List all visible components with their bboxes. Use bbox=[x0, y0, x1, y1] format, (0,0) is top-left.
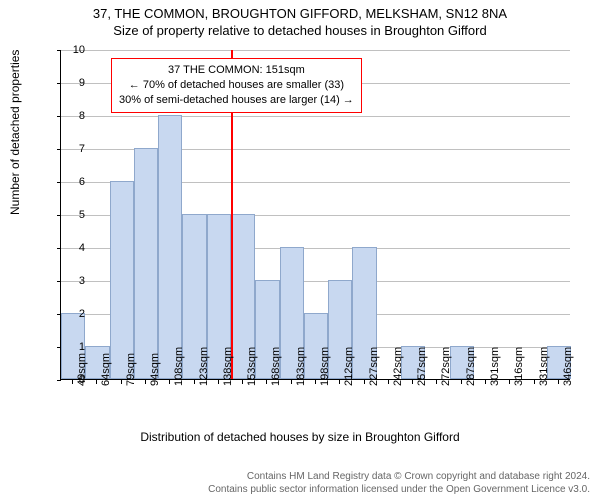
x-tick-label: 183sqm bbox=[295, 347, 307, 386]
x-tick-mark bbox=[72, 380, 73, 384]
x-tick-label: 138sqm bbox=[222, 347, 234, 386]
x-tick-label: 212sqm bbox=[343, 347, 355, 386]
x-tick-label: 198sqm bbox=[319, 347, 331, 386]
gridline bbox=[61, 50, 570, 51]
x-tick-label: 287sqm bbox=[465, 347, 477, 386]
x-tick-mark bbox=[436, 380, 437, 384]
y-tick-label: 4 bbox=[63, 242, 85, 254]
x-tick-label: 49sqm bbox=[76, 353, 88, 386]
x-tick-mark bbox=[266, 380, 267, 384]
x-tick-label: 227sqm bbox=[368, 347, 380, 386]
x-tick-mark bbox=[169, 380, 170, 384]
x-tick-mark bbox=[291, 380, 292, 384]
y-tick-label: 10 bbox=[63, 44, 85, 56]
x-tick-mark bbox=[242, 380, 243, 384]
footer-line-2: Contains public sector information licen… bbox=[0, 483, 590, 496]
x-tick-mark bbox=[485, 380, 486, 384]
y-tick-label: 8 bbox=[63, 110, 85, 122]
x-tick-label: 242sqm bbox=[392, 347, 404, 386]
y-tick-mark bbox=[57, 380, 61, 381]
histogram-bar bbox=[158, 115, 182, 379]
x-tick-label: 108sqm bbox=[173, 347, 185, 386]
x-tick-mark bbox=[558, 380, 559, 384]
y-tick-label: 3 bbox=[63, 275, 85, 287]
y-tick-mark bbox=[57, 149, 61, 150]
x-tick-mark bbox=[96, 380, 97, 384]
annotation-line: ← 70% of detached houses are smaller (33… bbox=[119, 78, 354, 93]
x-tick-mark bbox=[145, 380, 146, 384]
x-tick-label: 346sqm bbox=[562, 347, 574, 386]
x-tick-mark bbox=[364, 380, 365, 384]
y-tick-label: 6 bbox=[63, 176, 85, 188]
y-tick-mark bbox=[57, 182, 61, 183]
x-tick-label: 153sqm bbox=[246, 347, 258, 386]
y-tick-mark bbox=[57, 248, 61, 249]
x-tick-mark bbox=[315, 380, 316, 384]
chart-title-sub: Size of property relative to detached ho… bbox=[0, 21, 600, 38]
chart-container: 37, THE COMMON, BROUGHTON GIFFORD, MELKS… bbox=[0, 0, 600, 500]
reference-annotation: 37 THE COMMON: 151sqm← 70% of detached h… bbox=[111, 58, 362, 113]
x-tick-label: 94sqm bbox=[149, 353, 161, 386]
x-tick-mark bbox=[412, 380, 413, 384]
x-tick-mark bbox=[218, 380, 219, 384]
y-tick-label: 7 bbox=[63, 143, 85, 155]
y-tick-label: 5 bbox=[63, 209, 85, 221]
annotation-line: 37 THE COMMON: 151sqm bbox=[119, 63, 354, 78]
y-tick-label: 2 bbox=[63, 308, 85, 320]
annotation-line: 30% of semi-detached houses are larger (… bbox=[119, 93, 354, 108]
x-tick-label: 301sqm bbox=[489, 347, 501, 386]
y-tick-label: 1 bbox=[63, 341, 85, 353]
x-tick-mark bbox=[534, 380, 535, 384]
x-tick-label: 123sqm bbox=[198, 347, 210, 386]
x-tick-mark bbox=[461, 380, 462, 384]
y-tick-mark bbox=[57, 50, 61, 51]
x-tick-label: 79sqm bbox=[125, 353, 137, 386]
x-tick-label: 331sqm bbox=[538, 347, 550, 386]
x-tick-mark bbox=[121, 380, 122, 384]
x-tick-label: 168sqm bbox=[270, 347, 282, 386]
y-axis-label: Number of detached properties bbox=[8, 50, 22, 215]
y-tick-mark bbox=[57, 215, 61, 216]
x-tick-mark bbox=[194, 380, 195, 384]
x-tick-label: 316sqm bbox=[513, 347, 525, 386]
chart-title-main: 37, THE COMMON, BROUGHTON GIFFORD, MELKS… bbox=[0, 0, 600, 21]
x-tick-label: 272sqm bbox=[440, 347, 452, 386]
footer-line-1: Contains HM Land Registry data © Crown c… bbox=[0, 470, 590, 483]
gridline bbox=[61, 116, 570, 117]
plot-area: 37 THE COMMON: 151sqm← 70% of detached h… bbox=[60, 50, 570, 380]
x-tick-mark bbox=[339, 380, 340, 384]
y-tick-mark bbox=[57, 281, 61, 282]
x-axis-label: Distribution of detached houses by size … bbox=[0, 430, 600, 444]
y-tick-mark bbox=[57, 83, 61, 84]
histogram-bar bbox=[110, 181, 134, 379]
histogram-bar bbox=[134, 148, 158, 379]
y-tick-mark bbox=[57, 116, 61, 117]
x-tick-label: 64sqm bbox=[100, 353, 112, 386]
y-tick-label: 9 bbox=[63, 77, 85, 89]
chart-footer: Contains HM Land Registry data © Crown c… bbox=[0, 470, 590, 496]
x-tick-mark bbox=[388, 380, 389, 384]
x-tick-label: 257sqm bbox=[416, 347, 428, 386]
x-tick-mark bbox=[509, 380, 510, 384]
